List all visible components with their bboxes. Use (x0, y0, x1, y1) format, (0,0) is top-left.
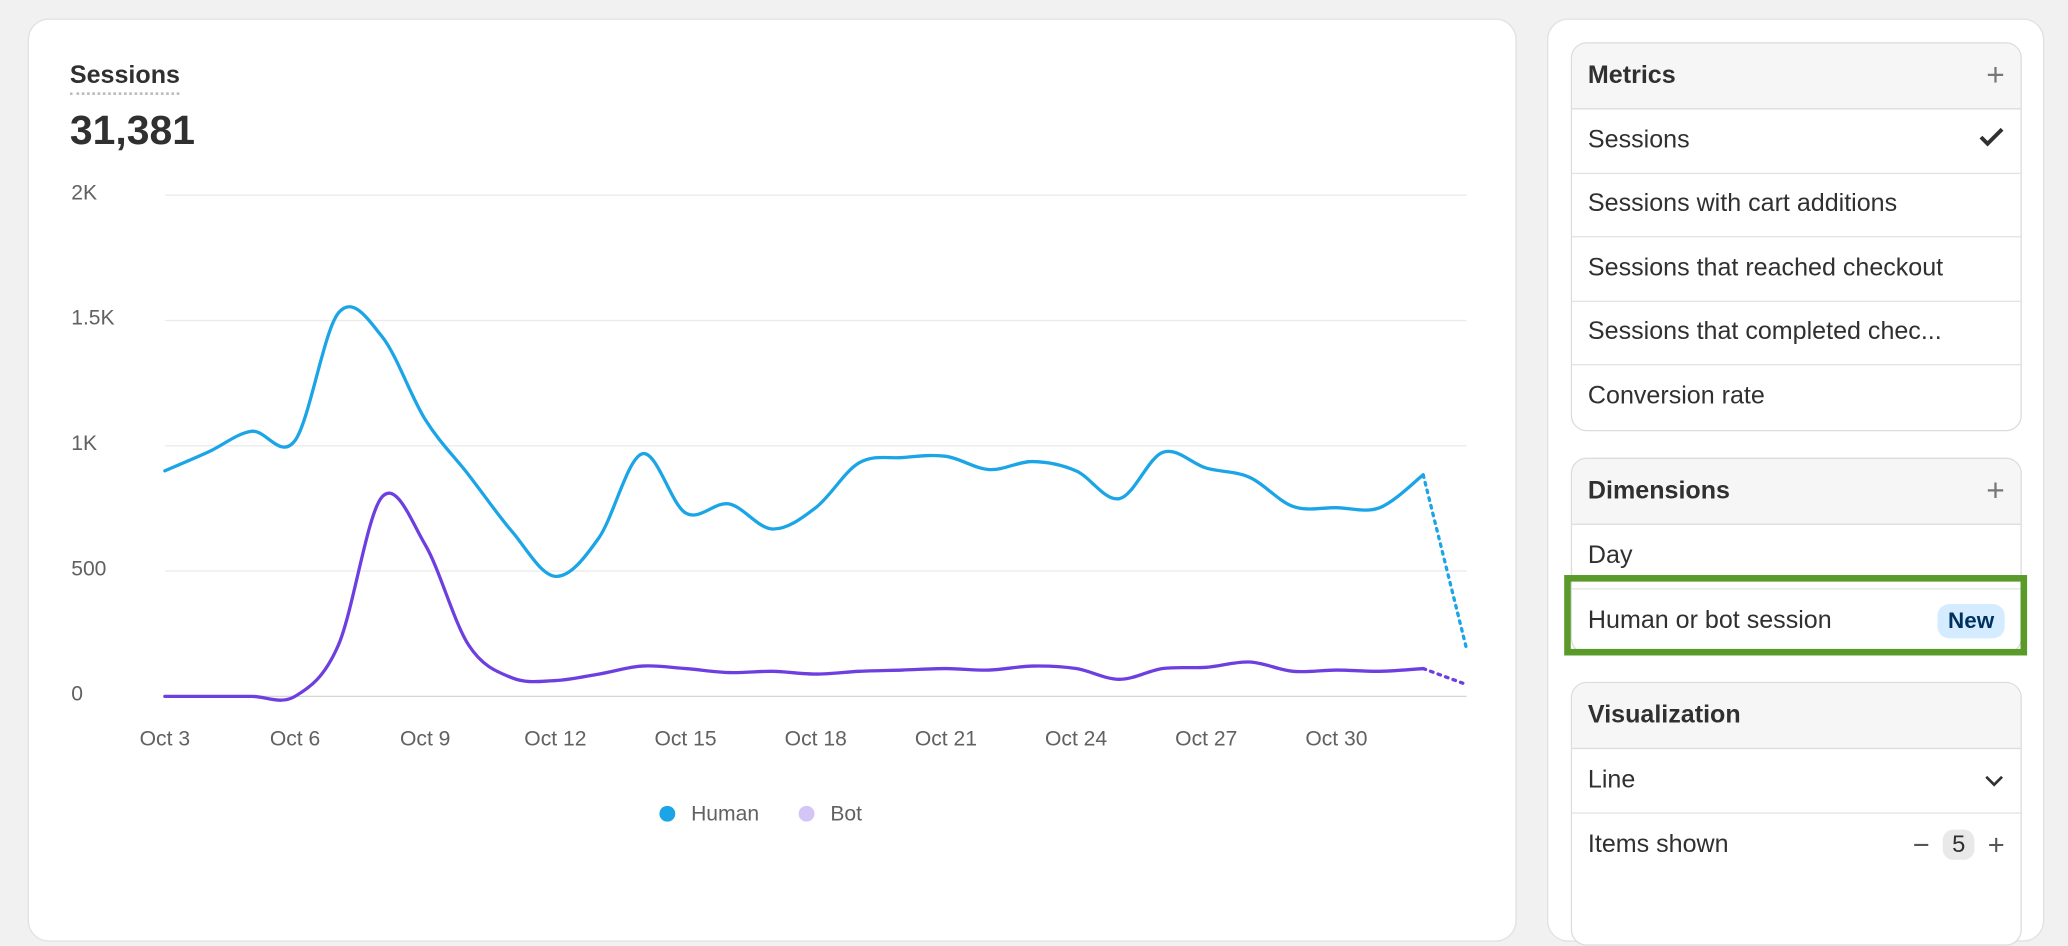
stepper: −5 + (1913, 828, 2005, 862)
chart-title: Sessions (69, 62, 180, 95)
metric-label: Conversion rate (1587, 382, 1765, 411)
type-select[interactable]: Line (1572, 749, 2021, 814)
section-header: Dimensions + (1572, 458, 2021, 525)
dimension-label: Day (1587, 541, 1633, 570)
metrics-box: Metrics + Sessions Sessions with cart addi… (1570, 42, 2022, 431)
metric-label: Sessions that completed chec... (1587, 318, 1942, 346)
section-title: Visualization (1587, 700, 1741, 729)
line-incomplete (1421, 473, 1469, 651)
metric-row[interactable]: Sessions that reached checkout (1572, 237, 2021, 302)
x-tick-label: Oct 18 (785, 727, 847, 750)
y-tick-label: 1.5K (71, 307, 114, 330)
line (163, 491, 1425, 702)
dimension-row[interactable]: Day (1572, 525, 2021, 589)
total: 31,381 (69, 106, 195, 153)
visualization-box: Visualization Line Items shown −5 + (1570, 681, 2022, 946)
items-value: 5 (1942, 829, 1975, 861)
metric-label: Sessions that reached checkout (1587, 254, 1944, 282)
badge: New (1937, 603, 2005, 639)
x-tick-label: Oct 15 (654, 727, 716, 750)
stage: Sessions 31,381 0 500 1K 1.5K 2K Oct 3 Oct 6 Oc… (27, 18, 2045, 946)
add-button[interactable]: + (1986, 57, 2005, 93)
dimension-row[interactable]: Human or bot session New (1572, 589, 2020, 653)
chart-card: Sessions 31,381 (27, 18, 1517, 942)
x-tick-label: Oct 6 (270, 727, 320, 750)
x-tick-label: Oct 21 (915, 727, 977, 750)
y-tick-label: 500 (71, 557, 106, 580)
page: Sessions 31,381 0 500 1K 1.5K 2K Oct 3 Oct 6 Oc… (27, 18, 2045, 946)
metric-label: Sessions (1587, 126, 1690, 154)
section-title: Metrics (1587, 61, 1676, 90)
x-tick-label: Oct 12 (524, 727, 586, 750)
plus-button[interactable]: + (1987, 827, 2005, 861)
section-header: Metrics + (1572, 43, 2021, 110)
section-header: Visualization (1572, 683, 2021, 750)
highlight (1564, 575, 2028, 656)
legend-marker (659, 805, 676, 822)
metric-row[interactable]: Sessions (1572, 109, 2021, 174)
x-tick-label: Oct 9 (400, 727, 450, 750)
legend-label: Human (691, 803, 759, 826)
line-incomplete (1421, 666, 1469, 687)
section-title: Dimensions (1587, 476, 1730, 505)
items-row: Items shown −5 + (1572, 813, 2020, 877)
check (1978, 126, 2004, 155)
x-tick-label: Oct 30 (1305, 727, 1367, 750)
y-tick-label: 1K (71, 432, 97, 455)
dimensions-box: Dimensions + Day Human or bot session New (1570, 457, 2022, 655)
chart: 0 500 1K 1.5K 2K Oct 3 Oct 6 Oct 9 Oct 12 Oct 15 O… (71, 181, 1469, 826)
y-tick-label: 2K (71, 181, 97, 204)
minus-button[interactable]: − (1912, 827, 1930, 861)
legend-marker (798, 805, 815, 822)
legend-label: Bot (830, 803, 862, 826)
metric-row[interactable]: Conversion rate (1572, 365, 2020, 429)
x-tick-label: Oct 3 (140, 727, 190, 750)
side-panel: Metrics + Sessions Sessions with cart addi… (1547, 18, 2045, 946)
line (163, 305, 1425, 578)
x-tick-label: Oct 24 (1045, 727, 1107, 750)
metric-row[interactable]: Sessions that completed chec... (1572, 301, 2021, 366)
metric-label: Sessions with cart additions (1587, 190, 1898, 218)
metric-row[interactable]: Sessions with cart additions (1572, 173, 2021, 238)
items-label: Items shown (1587, 830, 1729, 859)
chevron (1985, 775, 2003, 787)
dimension-label: Human or bot session (1587, 606, 1832, 635)
x-tick-label: Oct 27 (1175, 727, 1237, 750)
type-label: Line (1587, 765, 1636, 794)
y-tick-label: 0 (71, 683, 83, 706)
add-button[interactable]: + (1986, 472, 2005, 509)
